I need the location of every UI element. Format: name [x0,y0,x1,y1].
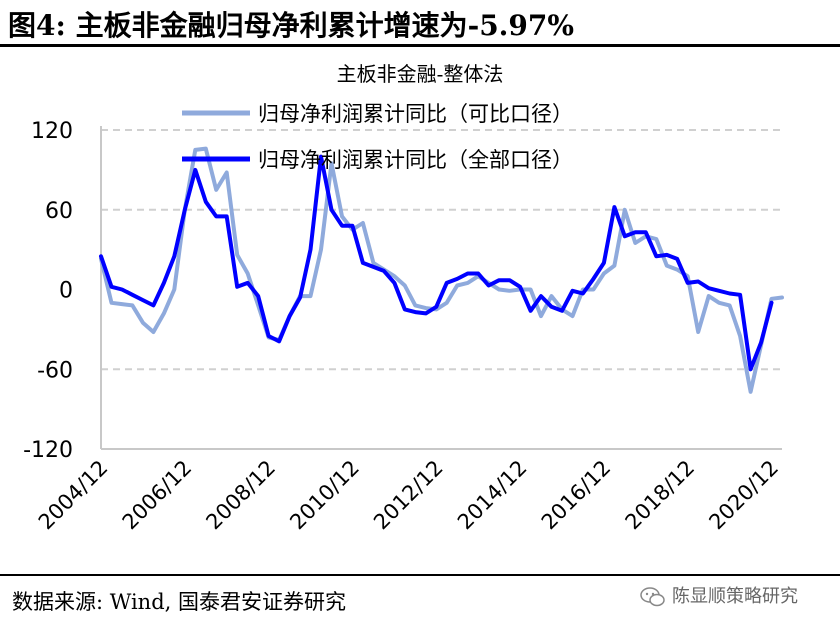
figure-title: 图4: 主板非金融归母净利累计增速为-5.97% [8,9,574,42]
y-tick-label: 0 [59,279,73,304]
watermark: 陈显顺策略研究 [640,582,798,608]
source-note: 数据来源: Wind, 国泰君安证券研究 [12,590,346,614]
figure-header: 图4: 主板非金融归母净利累计增速为-5.97% [0,0,840,44]
y-tick-label: -60 [37,358,73,383]
wechat-icon [640,587,665,607]
watermark-text: 陈显顺策略研究 [672,586,798,607]
x-tick-label: 2016/12 [537,456,616,535]
chart-title: 主板非金融-整体法 [336,62,504,86]
x-tick-label: 2014/12 [453,456,532,535]
grid-lines [101,129,782,371]
series-lines [99,146,784,394]
footer-rule [0,574,840,576]
y-tick-label: -120 [23,438,73,463]
series-line-comparable [99,146,784,394]
x-tick-label: 2018/12 [621,456,700,535]
x-tick-label: 2004/12 [34,456,113,535]
y-tick-label: 60 [45,199,73,224]
x-tick-label: 2010/12 [285,456,364,535]
legend-label-full: 归母净利润累计同比（全部口径） [258,148,573,172]
header-rule [0,44,840,47]
legend-label-comparable: 归母净利润累计同比（可比口径） [258,102,573,126]
x-tick-label: 2012/12 [369,456,448,535]
x-tick-label: 2008/12 [202,456,281,535]
x-tick-label: 2006/12 [118,456,197,535]
series-line-full [99,154,774,372]
x-tick-label: 2020/12 [704,456,783,535]
legend: 归母净利润累计同比（可比口径） 归母净利润累计同比（全部口径） [182,102,573,172]
y-tick-label: 120 [31,119,73,144]
